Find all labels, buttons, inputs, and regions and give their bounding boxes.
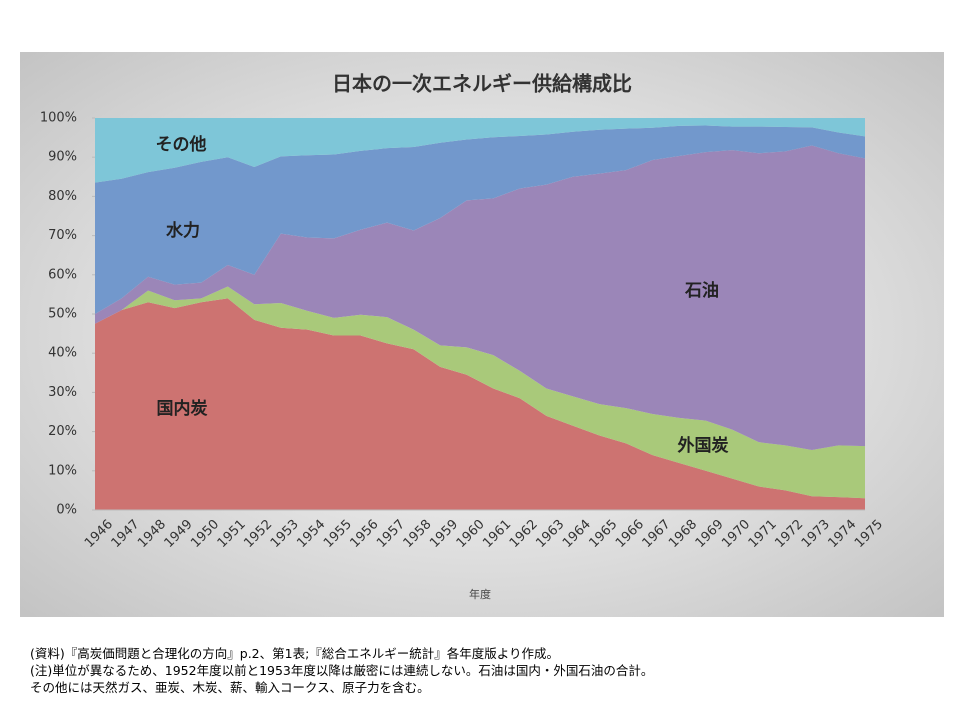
y-tick-label: 90% — [48, 150, 77, 165]
series-label: その他 — [156, 134, 207, 155]
chart: 日本の一次エネルギー供給構成比 年度 0% 10% 20% 30% 40% 50% 60% 7… — [20, 52, 944, 617]
y-tick-label: 80% — [48, 189, 77, 204]
x-axis-title: 年度 — [469, 587, 491, 601]
y-tick-label: 100% — [40, 111, 77, 126]
y-tick-label: 10% — [48, 463, 77, 478]
series-label: 外国炭 — [678, 435, 729, 456]
area — [95, 145, 865, 451]
y-tick-label: 60% — [48, 267, 77, 282]
y-tick-label: 50% — [48, 307, 77, 322]
series-label: 石油 — [684, 280, 719, 301]
footnote: その他には天然ガス、亜炭、木炭、薪、輸入コークス、原子力を含む。 — [30, 680, 430, 695]
footnote: (資料)『高炭価問題と合理化の方向』p.2、第1表;『総合エネルギー統計』各年度… — [30, 646, 560, 661]
area — [95, 298, 865, 510]
y-tick-label: 70% — [48, 228, 77, 243]
series-label: 水力 — [166, 220, 200, 241]
area — [95, 125, 865, 314]
y-tick-label: 30% — [48, 385, 77, 400]
area — [95, 286, 865, 499]
chart-title: 日本の一次エネルギー供給構成比 — [332, 72, 632, 96]
y-tick-label: 20% — [48, 424, 77, 439]
y-tick-label: 40% — [48, 346, 77, 361]
footnote: (注)単位が異なるため、1952年度以前と1953年度以降は厳密には連続しない。… — [30, 663, 654, 678]
plot-area: 0%10%20%30%40%50%60%70%80%90%100%1946194… — [40, 111, 886, 552]
area — [95, 118, 865, 183]
y-tick-label: 0% — [56, 503, 77, 518]
series-label: 国内炭 — [157, 398, 208, 419]
